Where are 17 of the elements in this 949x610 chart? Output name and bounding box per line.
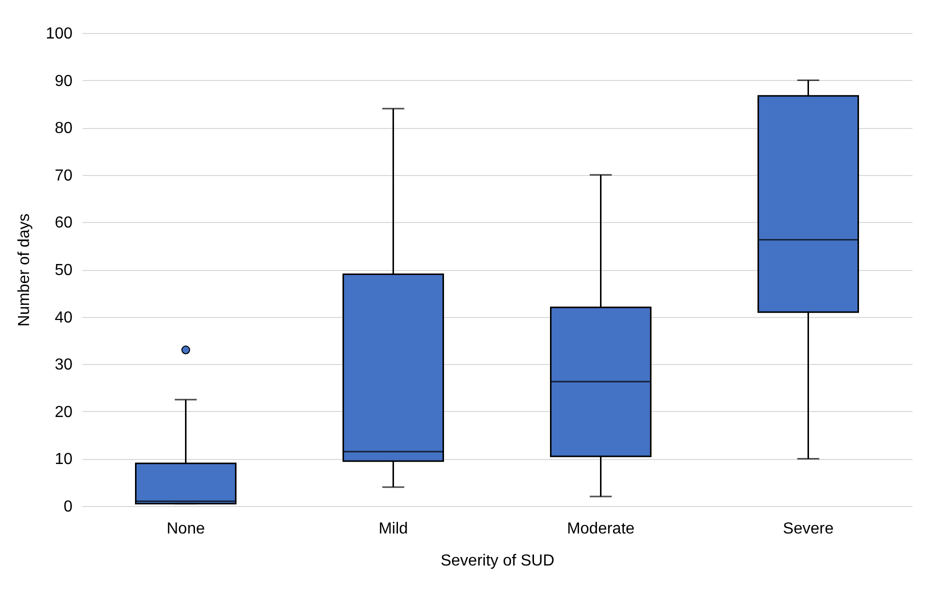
y-tick-label: 10 bbox=[54, 451, 73, 468]
x-tick-label: None bbox=[166, 520, 205, 538]
x-tick-label: Moderate bbox=[566, 520, 635, 538]
y-tick-label: 20 bbox=[54, 404, 73, 421]
x-tick-label: Mild bbox=[378, 520, 408, 538]
y-tick-label: 40 bbox=[54, 309, 73, 326]
x-tick-label: Severe bbox=[782, 520, 834, 538]
y-axis-title: Number of days bbox=[16, 214, 33, 326]
y-tick-label: 30 bbox=[54, 356, 73, 374]
y-tick-label: 80 bbox=[54, 120, 73, 138]
y-tick-label: 60 bbox=[54, 214, 73, 232]
y-tick-label: 0 bbox=[64, 498, 73, 516]
x-axis-title: Severity of SUD bbox=[440, 552, 554, 570]
y-tick-label: 90 bbox=[54, 72, 73, 90]
y-tick-label: 50 bbox=[54, 262, 73, 279]
y-tick-label: 70 bbox=[54, 167, 73, 184]
y-tick-label: 100 bbox=[46, 26, 73, 42]
